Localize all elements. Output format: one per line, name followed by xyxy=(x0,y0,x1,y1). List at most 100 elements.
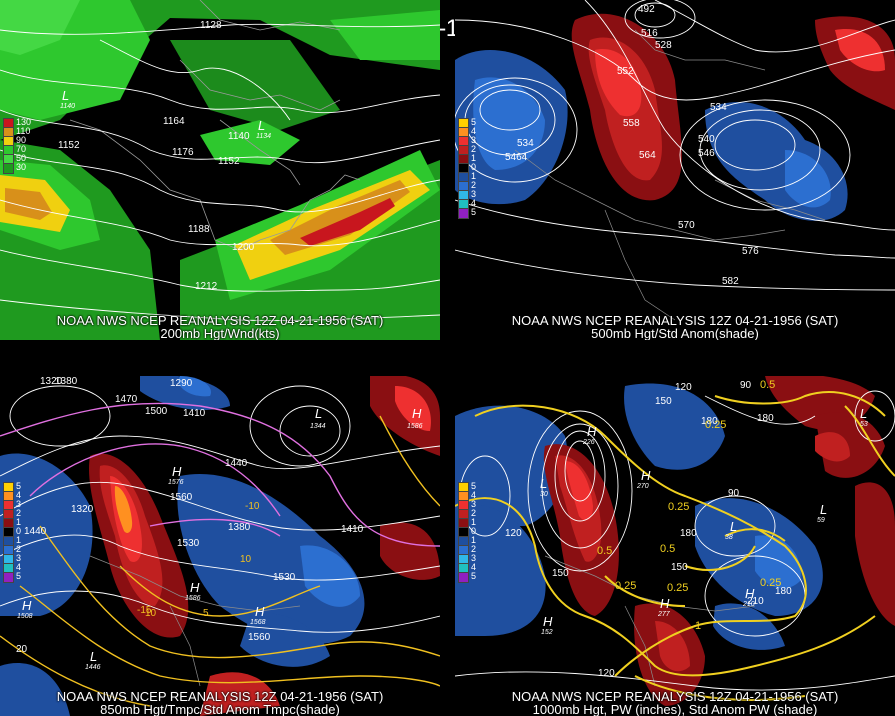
legend-entry: 2 xyxy=(458,509,476,520)
contour-label: 1440 xyxy=(225,458,248,469)
contour-label: 582 xyxy=(722,276,739,287)
contour-label: 1410 xyxy=(341,524,364,535)
legend-entry: 4 xyxy=(3,491,21,502)
wind-legend: 130 110 90 70 50 30 xyxy=(3,118,31,174)
legend-entry: 0 xyxy=(458,163,476,174)
legend-entry: 30 xyxy=(3,163,26,174)
contour-label: 546 xyxy=(698,148,715,159)
contour-label: 120 xyxy=(675,382,692,393)
legend-entry: 2 xyxy=(458,145,476,156)
legend-entry: 2 xyxy=(3,545,21,556)
contour-label: 1320 xyxy=(71,504,94,515)
low-value: 53 xyxy=(860,421,868,428)
legend-entry: 130 xyxy=(3,118,31,129)
temp-label: -10 xyxy=(245,501,260,512)
low-marker: L xyxy=(730,519,737,534)
legend-entry: 90 xyxy=(3,136,26,147)
legend-label: 2 xyxy=(471,508,477,518)
legend-label: 5 xyxy=(471,117,477,127)
contour-label: 492 xyxy=(638,4,655,15)
contour-label: 1152 xyxy=(218,156,240,167)
high-value: 277 xyxy=(657,611,671,618)
legend-label: 90 xyxy=(16,135,27,145)
low-value: 30 xyxy=(540,491,548,498)
contour-label: 558 xyxy=(623,118,640,129)
temp-label: 10 xyxy=(145,608,157,619)
legend-entry: 70 xyxy=(3,145,26,156)
legend-label: 5 xyxy=(16,571,22,581)
legend-label: 2 xyxy=(16,544,22,554)
temp-label: -15 xyxy=(137,605,152,616)
contour-label: 120 xyxy=(505,528,522,539)
legend-entry: 5 xyxy=(458,118,476,129)
contour-label: 540 xyxy=(698,134,715,145)
contour-label: 516 xyxy=(641,28,658,39)
legend-label: 70 xyxy=(16,144,27,154)
contour-label: 1320 xyxy=(40,376,63,387)
low-marker: L xyxy=(90,649,97,664)
legend-label: 1 xyxy=(471,171,477,181)
contour-label: 1470 xyxy=(115,394,138,405)
legend-entry: 110 xyxy=(3,127,30,138)
low-marker: L xyxy=(62,88,69,103)
legend-label: 130 xyxy=(16,117,32,127)
high-marker: H xyxy=(22,598,32,613)
legend-label: 5 xyxy=(471,571,477,581)
contour-label: 534 xyxy=(517,138,534,149)
low-value: 38 xyxy=(725,534,733,541)
legend-entry: 3 xyxy=(458,500,476,511)
legend-entry: 5 xyxy=(458,482,476,493)
legend-entry: 0 xyxy=(458,527,476,538)
low-marker: L xyxy=(315,406,322,421)
contour-label: 1140 xyxy=(228,131,250,142)
contour-label: 90 xyxy=(740,380,752,391)
map-1000mb: 120 150 90 180 180 90 120 150 180 120 21… xyxy=(455,376,895,716)
legend-entry: 2 xyxy=(458,181,476,192)
high-value: 210 xyxy=(742,601,755,608)
contour-label: 1164 xyxy=(163,116,185,127)
map-850mb: 1320 1320 1380 1290 1470 1500 1410 1440 … xyxy=(0,376,440,716)
low-value: 1446 xyxy=(85,664,101,671)
legend-label: 4 xyxy=(16,562,22,572)
contour-label: 1410 xyxy=(183,408,206,419)
pw-label: 0.5 xyxy=(597,545,612,557)
legend-entry: 4 xyxy=(458,199,476,210)
legend-entry: 3 xyxy=(458,554,476,565)
legend-label: 2 xyxy=(471,144,477,154)
legend-swatch xyxy=(3,163,14,174)
legend-entry: 3 xyxy=(3,554,21,565)
panel-1000mb: 120 150 90 180 180 90 120 150 180 120 21… xyxy=(455,376,895,716)
legend-swatch xyxy=(458,572,469,583)
contour-label: 180 xyxy=(775,586,792,597)
legend-entry: 1 xyxy=(3,536,21,547)
contour-label: 1560 xyxy=(248,632,271,643)
legend-entry: 4 xyxy=(3,563,21,574)
high-value: 270 xyxy=(636,483,649,490)
panel-caption-line1: NOAA NWS NCEP REANALYSIS 12Z 04-21-1956 … xyxy=(511,313,839,328)
low-value: 1134 xyxy=(256,133,271,140)
contour-label: 150 xyxy=(671,562,688,573)
legend-label: 4 xyxy=(16,490,22,500)
contour-label: 1200 xyxy=(232,242,255,253)
legend-label: 3 xyxy=(16,553,22,563)
high-marker: H xyxy=(660,596,670,611)
contour-label: 180 xyxy=(680,528,697,539)
legend-entry: 3 xyxy=(458,136,476,147)
pw-label: 0.25 xyxy=(705,419,726,431)
legend-swatch xyxy=(3,572,14,583)
high-marker: H xyxy=(641,468,651,483)
pw-label: 1 xyxy=(695,620,701,632)
contour-label: 210 xyxy=(747,596,764,607)
low-value: 59 xyxy=(817,517,825,524)
legend-label: 4 xyxy=(471,490,477,500)
low-marker: L xyxy=(820,502,827,517)
legend-entry: 5 xyxy=(458,572,476,583)
panel-850mb: 1320 1320 1380 1290 1470 1500 1410 1440 … xyxy=(0,376,440,716)
low-marker: L xyxy=(540,476,547,491)
legend-entry: 4 xyxy=(458,127,476,138)
legend-label: 5 xyxy=(16,481,22,491)
low-marker: L xyxy=(258,118,265,133)
legend-label: 3 xyxy=(471,499,477,509)
legend-label: 3 xyxy=(16,499,22,509)
